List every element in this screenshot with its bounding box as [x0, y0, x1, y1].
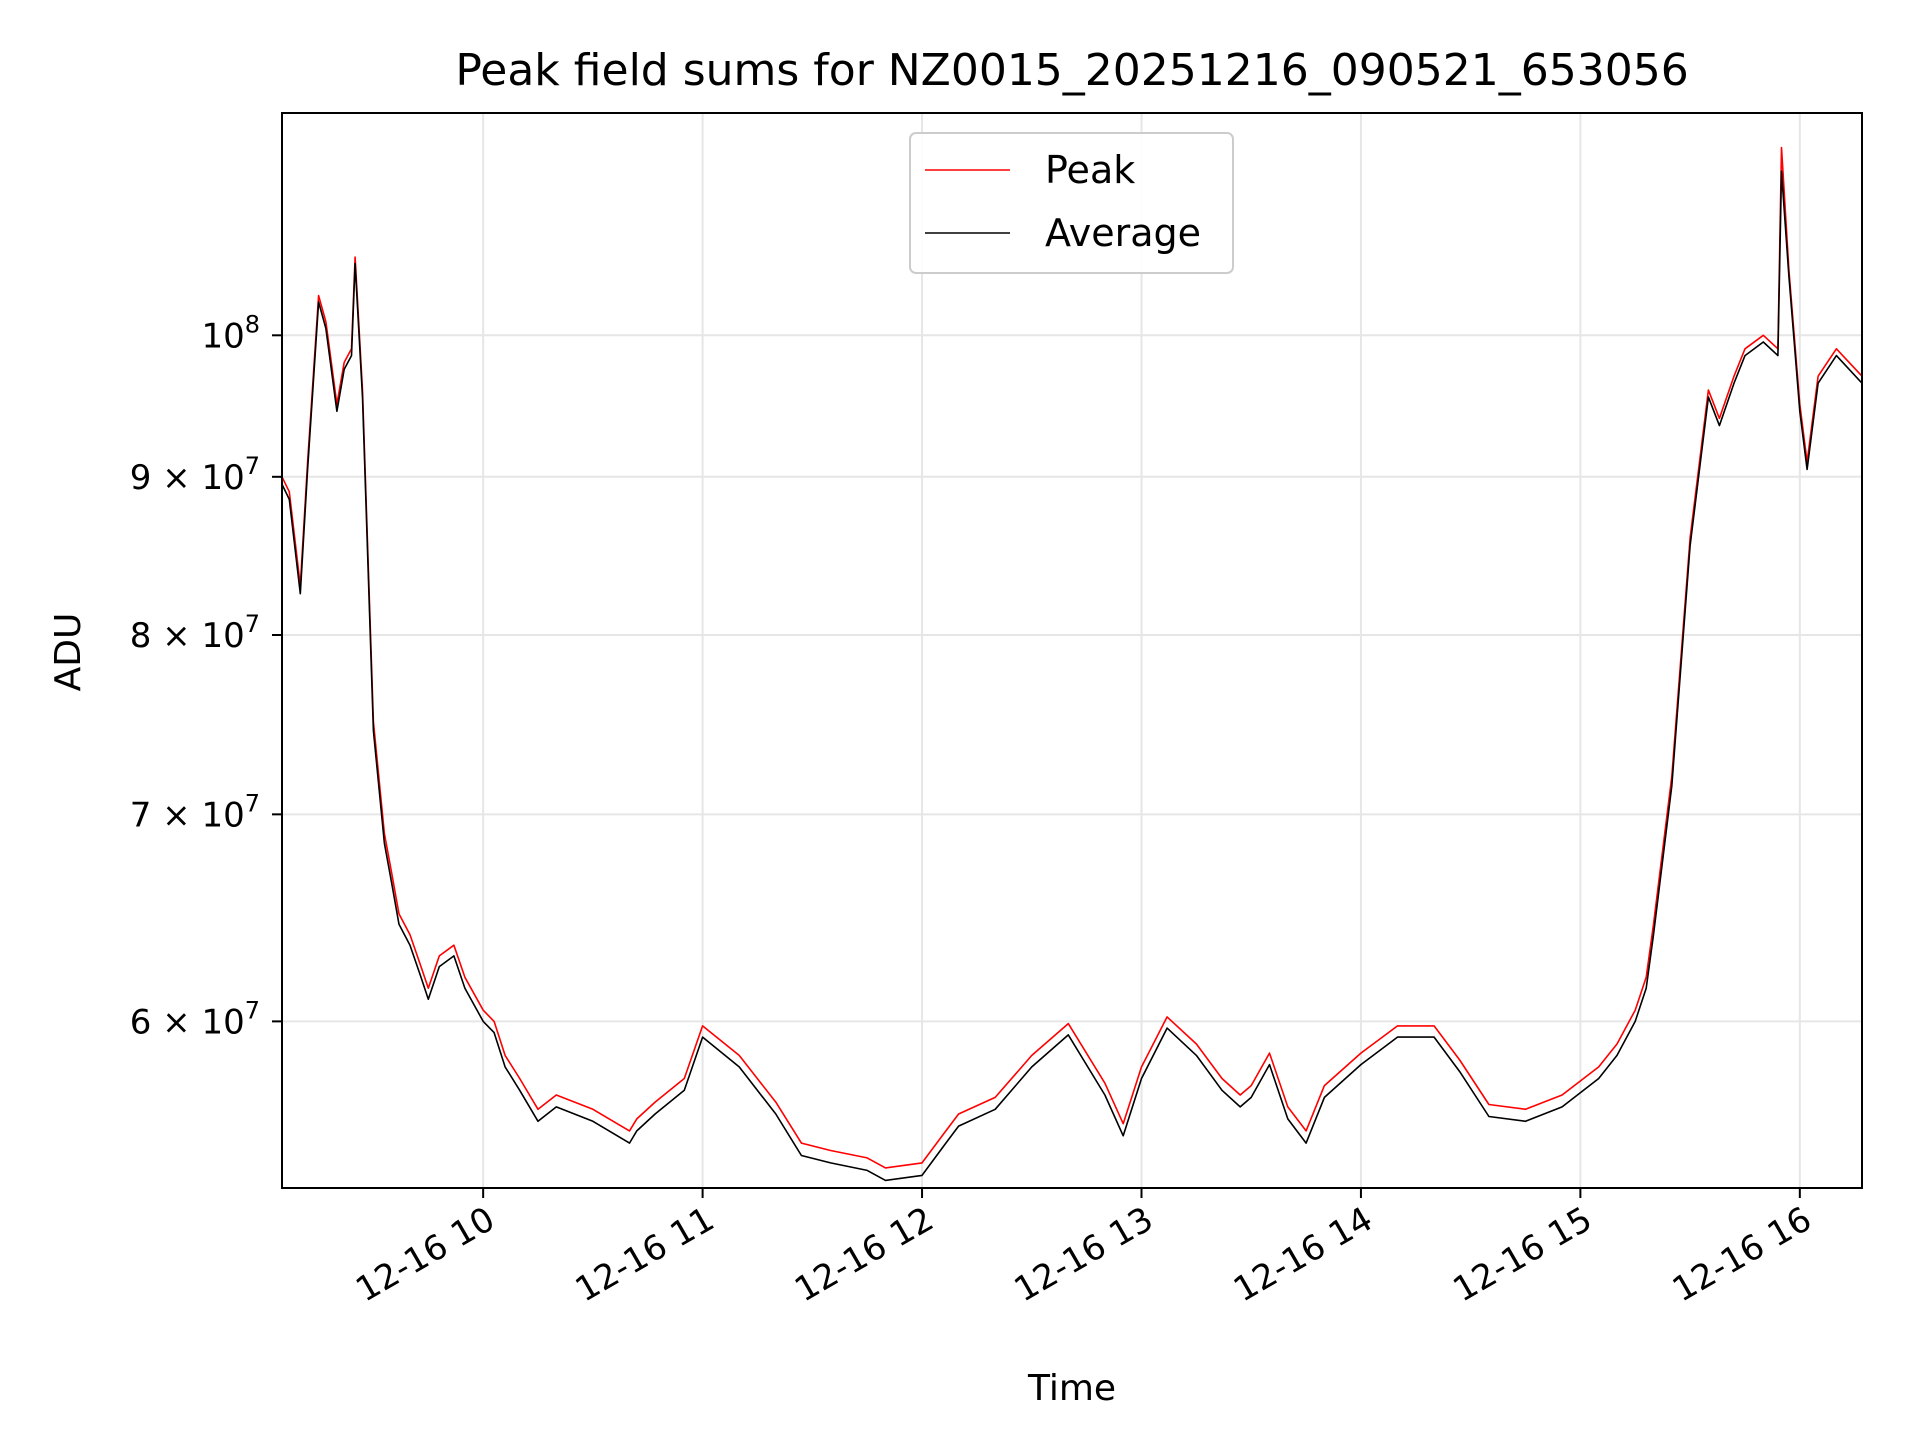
y-axis-ticks: 6 × 107 7 × 107 8 × 107 9 × 107 108: [130, 310, 282, 1042]
y-tick-label: 108: [201, 310, 260, 356]
y-tick-label: 9 × 107: [130, 452, 260, 498]
series-line-average: [282, 170, 1862, 1182]
series-lines: [282, 146, 1862, 1182]
y-axis-label: ADU: [48, 613, 89, 692]
y-tick-label: 6 × 107: [130, 996, 260, 1042]
x-axis-label: Time: [1027, 1368, 1116, 1409]
chart-title: Peak field sums for NZ0015_20251216_0905…: [455, 45, 1688, 96]
legend-label-peak: Peak: [1045, 148, 1135, 192]
plot-area: [282, 113, 1862, 1188]
grid-lines: [282, 113, 1862, 1188]
y-tick-label: 7 × 107: [130, 789, 260, 835]
plot-frame: [281, 112, 1863, 1189]
legend-box: [909, 132, 1234, 274]
legend-label-average: Average: [1045, 211, 1201, 255]
legend: Peak Average: [909, 132, 1234, 274]
y-tick-label: 8 × 107: [130, 610, 260, 656]
